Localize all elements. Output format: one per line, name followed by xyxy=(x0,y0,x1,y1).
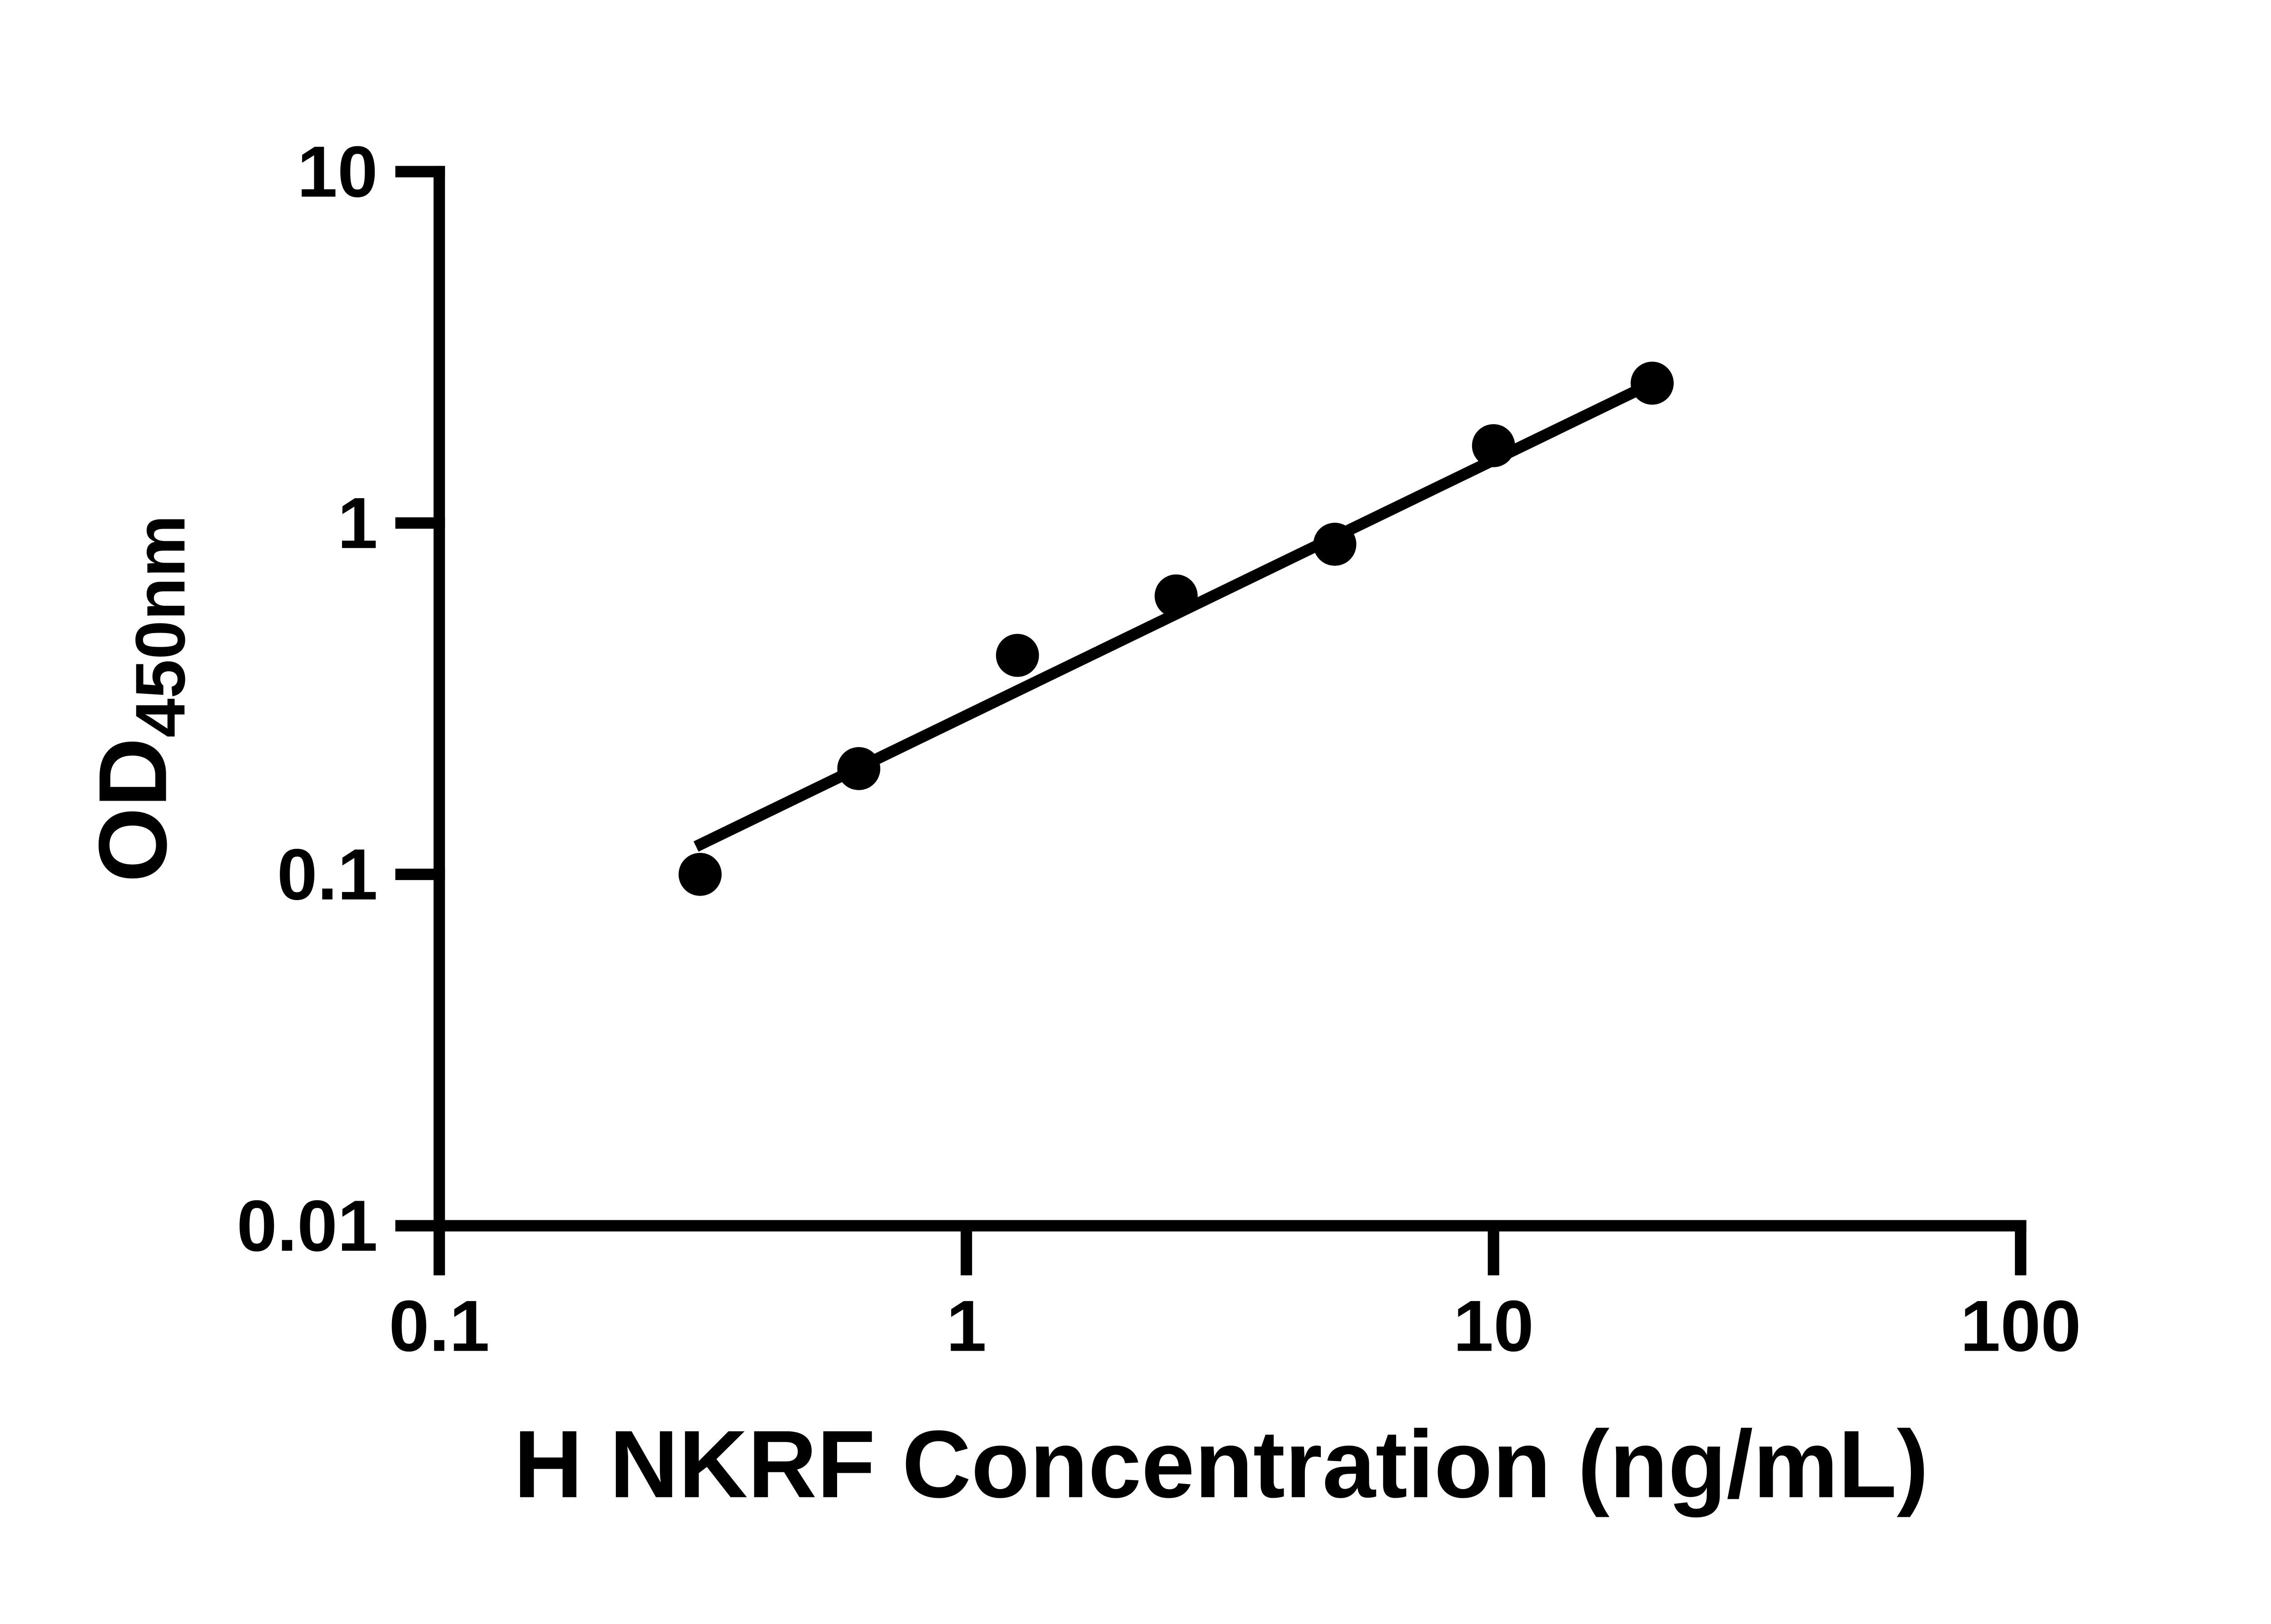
y-axis-title: OD450nm xyxy=(79,515,200,882)
x-axis-title: H NKRF Concentration (ng/mL) xyxy=(514,1411,1929,1518)
y-axis-tick-labels: 0.01 0.1 1 10 xyxy=(237,131,378,1266)
y-axis-title-main: OD xyxy=(79,738,187,882)
data-point xyxy=(996,634,1039,677)
x-tick-label: 0.1 xyxy=(389,1286,490,1367)
data-point xyxy=(1155,574,1198,618)
data-point xyxy=(837,747,881,790)
y-tick-label: 0.01 xyxy=(237,1185,378,1266)
x-tick-label: 100 xyxy=(1960,1286,2081,1367)
y-axis-title-subscript: 450nm xyxy=(121,515,199,738)
x-tick-label: 10 xyxy=(1453,1286,1533,1367)
data-point xyxy=(679,852,722,896)
y-tick-label: 1 xyxy=(337,483,378,564)
data-points xyxy=(679,361,1674,896)
data-point xyxy=(1631,361,1674,405)
x-axis-tick-labels: 0.1 1 10 100 xyxy=(389,1286,2081,1367)
x-axis-ticks xyxy=(433,1220,2027,1276)
y-tick-label: 0.1 xyxy=(277,834,378,915)
y-tick-label: 10 xyxy=(297,131,377,212)
x-tick-label: 1 xyxy=(946,1286,987,1367)
data-point xyxy=(1313,523,1357,566)
data-point xyxy=(1472,424,1515,467)
